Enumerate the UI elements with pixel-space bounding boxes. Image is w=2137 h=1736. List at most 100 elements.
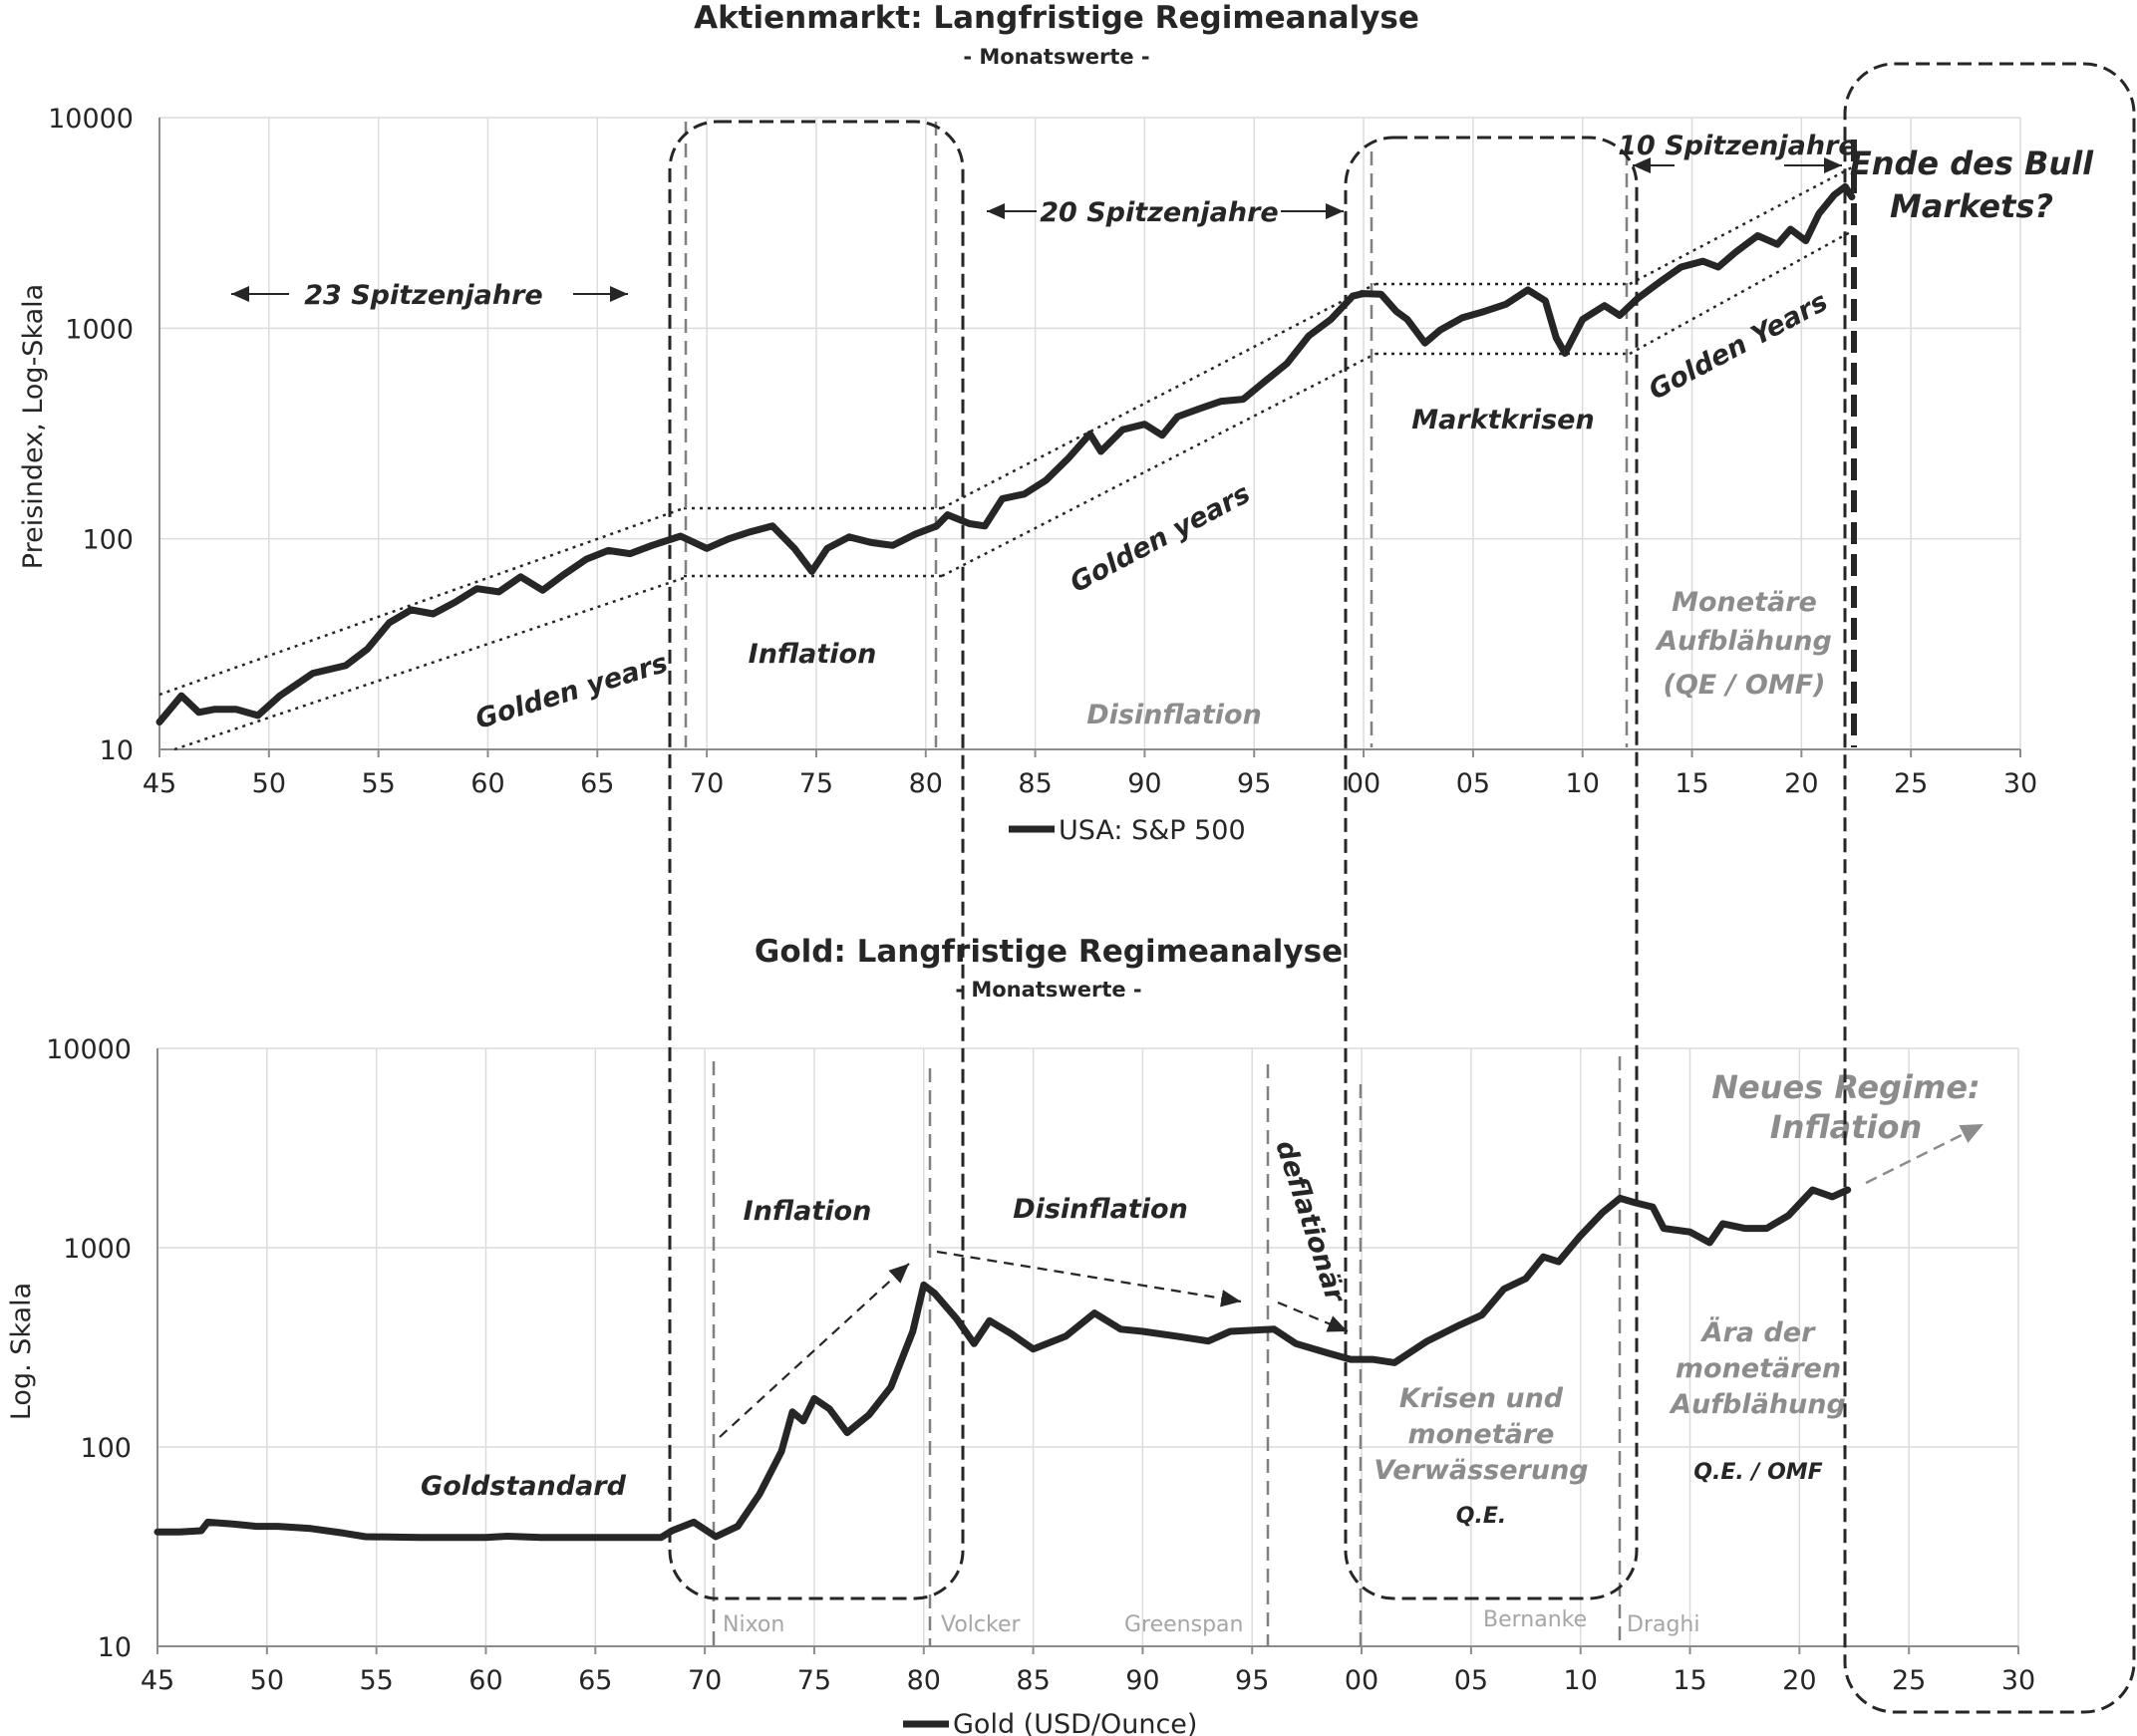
annotation-qe: Q.E.: [1456, 1504, 1506, 1529]
channel-lower-line-1: [173, 576, 685, 751]
gold-chart: Gold: Langfristige Regimeanalyse - Monat…: [6, 934, 2035, 1736]
sp500-x-tick-label: 95: [1237, 768, 1271, 799]
gold-y-ticks: 10 100 1000 10000: [46, 1034, 132, 1663]
annotation-ende-bull-1: Ende des Bull: [1850, 145, 2094, 182]
annotation-deflationaer: deflationär: [1269, 1137, 1351, 1308]
sp500-x-tick-label: 45: [143, 768, 176, 799]
gold-x-ticks: 45 50 55 60 65 70 75 80 85 90 95 00 05 10 15 20 25 30: [141, 1646, 2035, 1696]
sp500-chart-title: Aktienmarkt: Langfristige Regimeanalyse: [694, 0, 1419, 36]
annotation-23-spitzenjahre: 23 Spitzenjahre: [304, 280, 542, 311]
annotation-marktkrisen: Marktkrisen: [1411, 405, 1594, 435]
gold-x-tick-label: 65: [578, 1665, 612, 1696]
annotation-disinflation-bottom: Disinflation: [1013, 1194, 1188, 1225]
gold-x-tick-label: 85: [1016, 1665, 1050, 1696]
channel-upper-line-2: [941, 282, 1376, 510]
annotation-golden-years-1: Golden years: [471, 648, 671, 735]
sp500-x-tick-label: 20: [1784, 768, 1818, 799]
sp500-x-tick-label: 65: [580, 768, 614, 799]
gold-x-tick-label: 60: [468, 1665, 502, 1696]
sp500-legend-label: USA: S&P 500: [1059, 815, 1246, 846]
gold-x-tick-label: 90: [1125, 1665, 1159, 1696]
sp500-x-ticks: 45 50 55 60 65 70 75 80 85 90 95 00 05 10 15 20 25 30: [143, 749, 2037, 799]
sp500-x-tick-label: 60: [470, 768, 504, 799]
regime-box-inflation: [668, 120, 965, 1600]
gold-x-tick-label: 10: [1564, 1665, 1598, 1696]
gold-series-line: [153, 1186, 1852, 1542]
annotation-aera-der: Ära der: [1700, 1316, 1816, 1348]
sp500-grid: [158, 117, 2021, 750]
gold-x-tick-label: 45: [141, 1665, 174, 1696]
sp500-y-ticks: 10 100 1000 10000: [48, 104, 134, 766]
gold-x-tick-label: 00: [1345, 1665, 1378, 1696]
sp500-y-tick-label: 1000: [65, 314, 134, 345]
gold-x-tick-label: 95: [1235, 1665, 1269, 1696]
annotation-inflation-bottom: Inflation: [744, 1196, 872, 1227]
channel-lower-line-2: [941, 352, 1376, 578]
annotation-10-spitzenjahre: 10 Spitzenjahre: [1618, 131, 1856, 161]
gold-x-tick-label: 75: [797, 1665, 831, 1696]
sp500-x-tick-label: 00: [1347, 768, 1380, 799]
gold-x-tick-label: 15: [1673, 1665, 1706, 1696]
label-nixon: Nixon: [723, 1612, 784, 1637]
sp500-x-tick-label: 10: [1566, 768, 1600, 799]
sp500-x-tick-label: 25: [1894, 768, 1928, 799]
arrow-deflationaer-trend: [1277, 1301, 1349, 1333]
sp500-y-tick-label: 100: [82, 525, 134, 556]
annotation-monetaere: Monetäre: [1672, 587, 1817, 618]
sp500-x-tick-label: 05: [1456, 768, 1490, 799]
label-greenspan: Greenspan: [1124, 1612, 1243, 1637]
annotation-aufblaehung: Aufblähung: [1655, 626, 1832, 657]
sp500-y-tick-label: 10: [100, 735, 134, 766]
sp500-x-tick-label: 15: [1675, 768, 1708, 799]
sp500-chart: Aktienmarkt: Langfristige Regimeanalyse …: [18, 0, 2094, 846]
sp500-x-tick-label: 50: [252, 768, 286, 799]
annotation-ende-bull-2: Markets?: [1890, 187, 2053, 225]
gold-legend-label: Gold (USD/Ounce): [953, 1709, 1197, 1736]
sp500-chart-subtitle: - Monatswerte -: [963, 45, 1149, 69]
gold-x-tick-label: 30: [2001, 1665, 2035, 1696]
annotation-disinflation-top: Disinflation: [1086, 700, 1262, 730]
gold-grid: [156, 1047, 2019, 1647]
gold-x-tick-label: 55: [359, 1665, 393, 1696]
annotation-qe-omf: (QE / OMF): [1663, 670, 1825, 701]
gold-y-tick-label: 100: [80, 1433, 132, 1464]
sp500-x-tick-label: 55: [361, 768, 395, 799]
label-draghi: Draghi: [1627, 1612, 1700, 1637]
gold-chart-subtitle: - Monatswerte -: [955, 978, 1141, 1002]
gold-y-tick-label: 10000: [46, 1034, 132, 1065]
sp500-y-tick-label: 10000: [48, 104, 134, 135]
sp500-x-tick-label: 30: [2003, 768, 2037, 799]
annotation-goldstandard: Goldstandard: [421, 1471, 627, 1502]
gold-chart-title: Gold: Langfristige Regimeanalyse: [755, 934, 1343, 970]
sp500-x-tick-label: 85: [1018, 768, 1052, 799]
annotation-monetaere-bottom: monetäre: [1408, 1419, 1555, 1450]
gold-x-tick-label: 80: [907, 1665, 941, 1696]
annotation-verwaesserung: Verwässerung: [1374, 1455, 1588, 1486]
sp500-x-tick-label: 70: [690, 768, 724, 799]
sp500-x-tick-label: 80: [909, 768, 943, 799]
annotation-krisen-und: Krisen und: [1399, 1383, 1564, 1414]
sp500-x-tick-label: 90: [1127, 768, 1161, 799]
sp500-series-line: [155, 182, 1856, 725]
channel-lower-line-3: [1629, 229, 1853, 356]
gold-x-tick-label: 50: [250, 1665, 284, 1696]
annotation-20-spitzenjahre: 20 Spitzenjahre: [1040, 197, 1278, 228]
sp500-x-tick-label: 75: [799, 768, 833, 799]
gold-x-tick-label: 25: [1892, 1665, 1926, 1696]
annotation-aufblaehung-bottom: Aufblähung: [1669, 1389, 1846, 1420]
gold-y-tick-label: 10: [98, 1632, 132, 1663]
gold-x-tick-label: 70: [688, 1665, 722, 1696]
annotation-monetaeren: monetären: [1676, 1353, 1841, 1384]
arrow-neues-regime: [1865, 1122, 1984, 1185]
annotation-inflation-top: Inflation: [749, 639, 877, 670]
gold-y-tick-label: 1000: [63, 1234, 132, 1265]
gold-x-tick-label: 05: [1454, 1665, 1488, 1696]
label-volcker: Volcker: [941, 1612, 1022, 1637]
arrow-inflation-trend: [719, 1263, 910, 1438]
channel-upper-line-3: [1629, 165, 1853, 286]
arrow-disinflation-trend: [936, 1250, 1242, 1307]
gold-y-axis-label: Log. Skala: [6, 1283, 37, 1420]
regime-box-market-crises: [1344, 136, 1639, 1600]
annotation-golden-years-3: Golden Years: [1644, 286, 1833, 406]
